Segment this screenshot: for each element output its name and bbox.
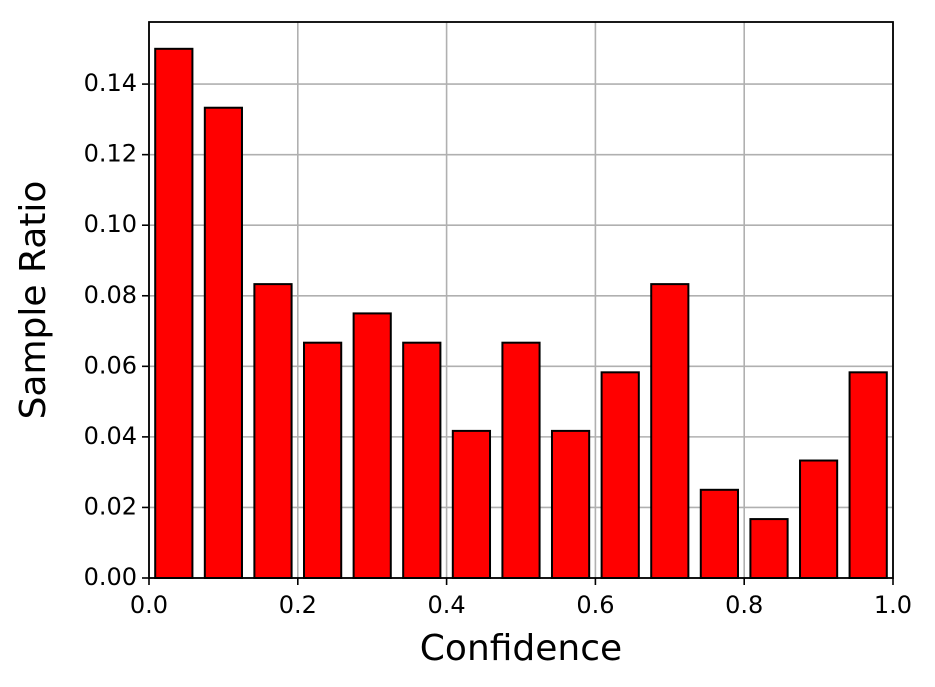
bar (253, 283, 293, 579)
bar (501, 341, 541, 579)
bar (600, 371, 640, 579)
bar (154, 47, 194, 579)
y-tick-label: 0.02 (84, 492, 137, 520)
bar (352, 312, 392, 579)
bar (749, 518, 789, 579)
bar (451, 429, 492, 579)
plot-frame (148, 21, 894, 579)
x-tick-label: 0.0 (130, 591, 168, 619)
y-tick-label: 0.00 (84, 563, 137, 591)
x-tick-label: 0.8 (725, 591, 763, 619)
x-tick-label: 0.4 (428, 591, 466, 619)
bar (402, 341, 442, 579)
y-tick-label: 0.08 (84, 281, 137, 309)
x-tick-label: 0.6 (576, 591, 614, 619)
y-tick-label: 0.14 (84, 69, 137, 97)
bar (650, 283, 690, 579)
y-tick-label: 0.10 (84, 210, 137, 238)
y-axis-label: Sample Ratio (13, 181, 54, 420)
bar (848, 371, 888, 579)
y-tick-label: 0.04 (84, 422, 137, 450)
bar (303, 341, 343, 579)
bar (799, 459, 839, 579)
y-tick-label: 0.12 (84, 140, 137, 168)
x-tick-label: 0.2 (279, 591, 317, 619)
bar (203, 106, 243, 579)
bar (550, 429, 591, 579)
x-tick-label: 1.0 (874, 591, 912, 619)
bar (699, 488, 739, 579)
y-tick-label: 0.06 (84, 351, 137, 379)
x-axis-label: Confidence (420, 628, 622, 669)
